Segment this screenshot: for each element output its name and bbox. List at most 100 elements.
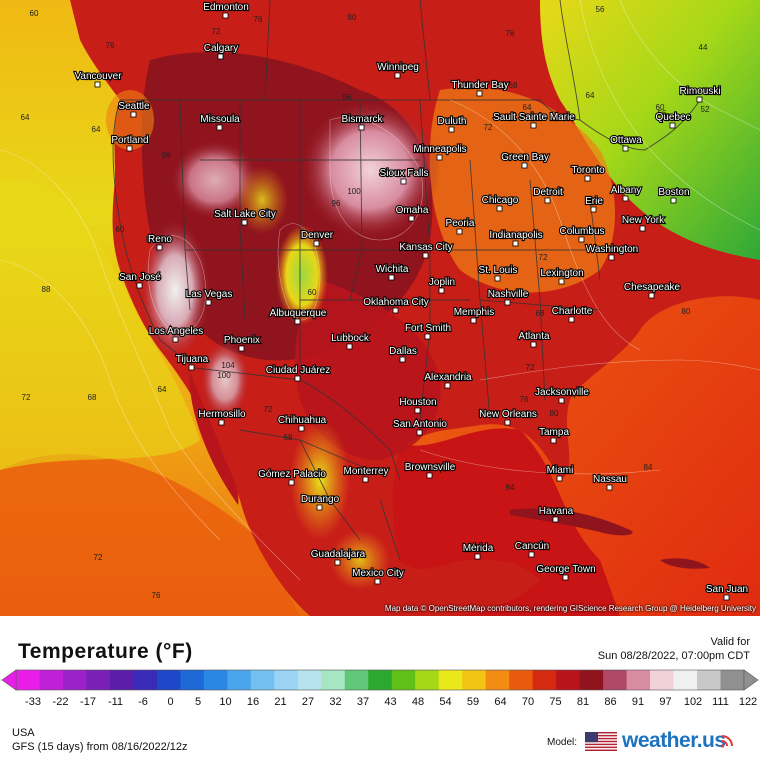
city-washington[interactable]: Washington — [585, 243, 639, 261]
city-erie[interactable]: Erie — [584, 195, 604, 213]
city-st-louis[interactable]: St. Louis — [477, 264, 519, 282]
city-label: New York — [622, 215, 665, 226]
city-label: Phoenix — [224, 335, 260, 346]
city-label: Chesapeake — [624, 282, 681, 293]
colorbar-cell — [39, 670, 64, 690]
city-las-vegas[interactable]: Las Vegas — [185, 288, 233, 306]
city-label: Duluth — [438, 116, 467, 127]
city-winnipeg[interactable]: Winnipeg — [376, 61, 420, 79]
city-label: Green Bay — [501, 152, 549, 163]
city-label: Alexandria — [424, 372, 472, 383]
city-phoenix[interactable]: Phoenix — [223, 334, 261, 352]
city-charlotte[interactable]: Charlotte — [551, 305, 594, 323]
city-oklahoma-city[interactable]: Oklahoma City — [362, 296, 430, 314]
brand-logo[interactable]: weather.us — [622, 729, 726, 752]
colorbar-cell — [415, 670, 440, 690]
city-atlanta[interactable]: Atlanta — [517, 330, 551, 348]
city-label: George Town — [536, 564, 595, 575]
city-memphis[interactable]: Memphis — [453, 306, 495, 324]
southwest-heat-core — [140, 220, 210, 360]
city-ciudad-ju-rez[interactable]: Ciudad Juárez — [265, 364, 331, 382]
city-omaha[interactable]: Omaha — [395, 204, 430, 222]
city-hermosillo[interactable]: Hermosillo — [197, 408, 247, 426]
city-brownsville[interactable]: Brownsville — [404, 461, 457, 479]
city-durango[interactable]: Durango — [300, 493, 341, 511]
city-guadalajara[interactable]: Guadalajara — [310, 548, 367, 566]
city-quebec[interactable]: Quebec — [654, 111, 692, 129]
city-los-angeles[interactable]: Los Angeles — [148, 325, 204, 343]
city-label: Brownsville — [405, 462, 456, 473]
city-marker — [562, 574, 569, 581]
city-sioux-falls[interactable]: Sioux Falls — [378, 167, 430, 185]
city-ottawa[interactable]: Ottawa — [609, 134, 643, 152]
city-g-mez-palacio[interactable]: Gómez Palacio — [257, 468, 327, 486]
city-kansas-city[interactable]: Kansas City — [398, 241, 454, 259]
city-marker — [444, 382, 451, 389]
city-boston[interactable]: Boston — [657, 186, 691, 204]
isotherm-label: 72 — [484, 123, 493, 132]
city-san-jos-[interactable]: San José — [118, 271, 162, 289]
city-houston[interactable]: Houston — [398, 396, 438, 414]
city-tampa[interactable]: Tampa — [538, 426, 571, 444]
city-seattle[interactable]: Seattle — [117, 100, 151, 118]
city-peoria[interactable]: Peoria — [444, 217, 476, 235]
city-havana[interactable]: Havana — [538, 505, 575, 523]
city-toronto[interactable]: Toronto — [570, 164, 606, 182]
city-george-town[interactable]: George Town — [535, 563, 597, 581]
city-chicago[interactable]: Chicago — [481, 194, 520, 212]
city-dallas[interactable]: Dallas — [388, 345, 418, 363]
city-new-orleans[interactable]: New Orleans — [478, 408, 538, 426]
city-label: Edmonton — [203, 2, 249, 13]
city-indianapolis[interactable]: Indianapolis — [488, 229, 544, 247]
city-calgary[interactable]: Calgary — [203, 42, 239, 60]
city-marker — [298, 425, 305, 432]
city-nashville[interactable]: Nashville — [487, 288, 530, 306]
city-marker — [346, 343, 353, 350]
city-vancouver[interactable]: Vancouver — [73, 70, 123, 88]
city-fort-smith[interactable]: Fort Smith — [404, 322, 452, 340]
city-label: Winnipeg — [377, 62, 419, 73]
city-columbus[interactable]: Columbus — [558, 225, 606, 243]
city-detroit[interactable]: Detroit — [532, 186, 564, 204]
city-minneapolis[interactable]: Minneapolis — [412, 143, 468, 161]
city-san-juan[interactable]: San Juan — [705, 583, 749, 601]
city-denver[interactable]: Denver — [300, 229, 335, 247]
city-thunder-bay[interactable]: Thunder Bay — [450, 79, 510, 97]
city-chesapeake[interactable]: Chesapeake — [623, 281, 682, 299]
colorbar-cell — [368, 670, 393, 690]
city-chihuahua[interactable]: Chihuahua — [277, 414, 328, 432]
city-jacksonville[interactable]: Jacksonville — [534, 386, 590, 404]
city-lexington[interactable]: Lexington — [539, 267, 585, 285]
city-mexico-city[interactable]: Mexico City — [351, 567, 405, 585]
city-monterrey[interactable]: Monterrey — [342, 465, 390, 483]
city-duluth[interactable]: Duluth — [436, 115, 468, 133]
city-joplin[interactable]: Joplin — [428, 276, 456, 294]
city-miami[interactable]: Miami — [546, 464, 574, 482]
city-m-rida[interactable]: Mérida — [462, 542, 495, 560]
city-wichita[interactable]: Wichita — [375, 263, 410, 281]
city-missoula[interactable]: Missoula — [199, 113, 241, 131]
city-sault-sainte-marie[interactable]: Sault Sainte Marie — [492, 111, 576, 129]
city-canc-n[interactable]: Cancún — [514, 540, 550, 558]
city-bismarck[interactable]: Bismarck — [340, 113, 385, 131]
city-rimouski[interactable]: Rimouski — [678, 85, 722, 103]
city-alexandria[interactable]: Alexandria — [423, 371, 473, 389]
isotherm-label: 60 — [116, 225, 125, 234]
city-portland[interactable]: Portland — [110, 134, 150, 152]
city-green-bay[interactable]: Green Bay — [500, 151, 550, 169]
city-label: Memphis — [454, 307, 495, 318]
city-lubbock[interactable]: Lubbock — [330, 332, 371, 350]
city-san-antonio[interactable]: San Antonio — [392, 418, 449, 436]
isotherm-label: 96 — [343, 93, 352, 102]
city-edmonton[interactable]: Edmonton — [202, 1, 250, 19]
city-nassau[interactable]: Nassau — [592, 473, 628, 491]
city-marker — [424, 333, 431, 340]
city-tijuana[interactable]: Tijuana — [175, 353, 210, 371]
city-reno[interactable]: Reno — [147, 233, 173, 251]
temperature-map[interactable]: 60 76 80 76 56 44 64 60 56 52 68 64 72 72 76 64 64 96 96 10… — [0, 0, 760, 616]
colorbar-tick-label: 37 — [356, 696, 370, 708]
city-salt-lake-city[interactable]: Salt Lake City — [213, 208, 277, 226]
city-albany[interactable]: Albany — [610, 184, 642, 202]
city-albuquerque[interactable]: Albuquerque — [269, 307, 328, 325]
city-new-york[interactable]: New York — [621, 214, 666, 232]
